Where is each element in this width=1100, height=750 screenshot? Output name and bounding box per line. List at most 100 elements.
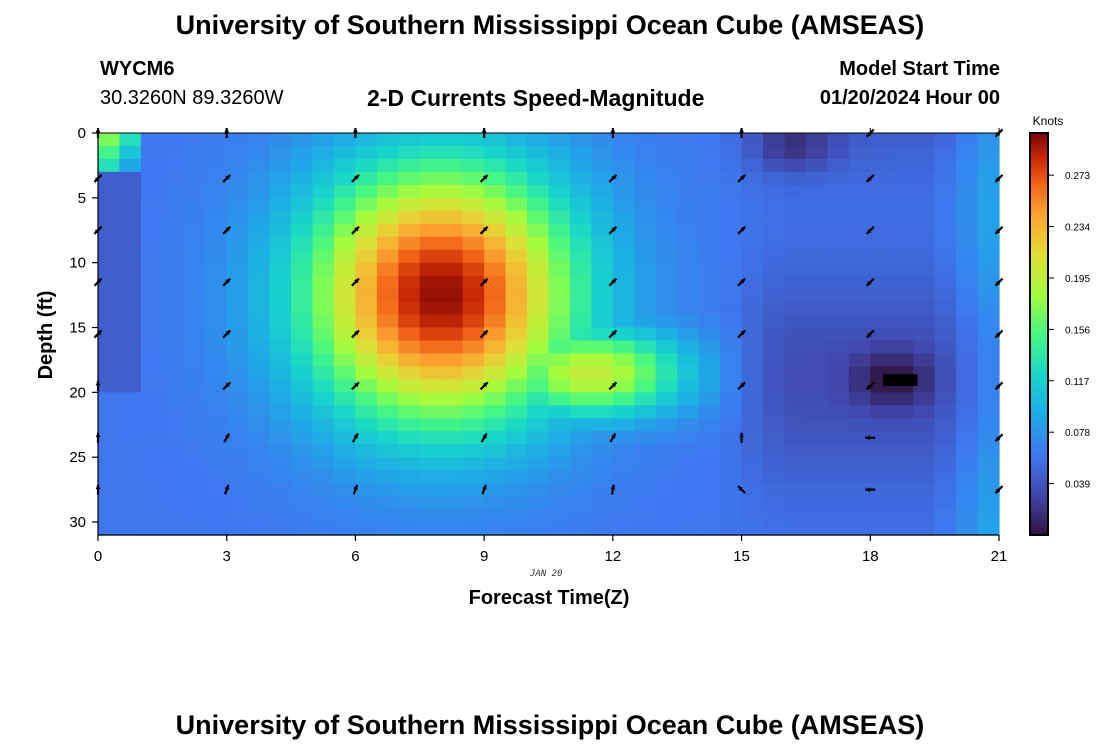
heatmap-cell [913,210,936,225]
heatmap-cell [805,249,828,264]
current-arrow [865,277,875,287]
current-arrow-head [740,330,746,336]
heatmap-cell [355,483,378,497]
heatmap-cell [805,158,828,173]
heatmap-cell [291,509,314,523]
colorbar-segment [1030,414,1048,419]
heatmap-cell [741,145,764,160]
heatmap-cell [98,483,121,497]
colorbar-segment [1030,387,1048,392]
heatmap-cell [162,483,185,497]
heatmap-cell [848,366,871,380]
heatmap-cell [505,496,528,510]
heatmap-cell [312,197,335,212]
colorbar-segment [1030,451,1048,456]
heatmap-cell [763,444,786,458]
colorbar-segment [1030,380,1048,385]
heatmap-cell [376,314,399,329]
colorbar-segment [1030,424,1048,429]
heatmap-cell [655,249,678,264]
heatmap-cell [376,171,399,186]
heatmap-cell [698,431,721,445]
current-arrow [994,174,1004,183]
heatmap-cell [956,158,979,173]
current-arrow-head [995,332,1001,338]
heatmap-cell [677,223,700,238]
current-arrow-head [611,433,616,439]
heatmap-cell [913,431,936,445]
heatmap-cell [505,444,528,458]
heatmap-cell [763,392,786,406]
heatmap-cell [462,340,485,355]
heatmap-cell [441,405,464,419]
heatmap-cell [140,483,163,497]
colorbar-segment [1030,464,1048,469]
heatmap-cell [419,275,442,290]
heatmap-cell [763,431,786,445]
heatmap-cell [612,249,635,264]
heatmap-cell [977,275,1000,290]
heatmap-cell [269,483,292,497]
heatmap-cell [913,444,936,458]
heatmap-cell [569,405,592,419]
heatmap-cell [527,418,550,432]
heatmap-cell [698,379,721,393]
heatmap-cell [934,262,957,277]
heatmap-cell [612,236,635,251]
heatmap-cell [591,470,614,484]
heatmap-cell [248,184,271,199]
heatmap-cell [763,470,786,484]
heatmap-cell [655,145,678,160]
heatmap-cell [462,457,485,471]
heatmap-cell [162,184,185,199]
heatmap-cell [548,379,571,393]
colorbar-segment [1030,367,1048,372]
heatmap-cell [398,522,421,536]
heatmap-cell [977,353,1000,368]
heatmap-cell [548,171,571,186]
colorbar-segment [1030,223,1048,228]
heatmap-cell [848,197,871,212]
heatmap-cell [226,431,249,445]
heatmap-cell [548,158,571,173]
heatmap-cell [655,262,678,277]
heatmap-cell [870,133,893,147]
heatmap-cell [784,353,807,368]
current-arrow-head [995,280,1001,286]
heatmap-cell [763,133,786,147]
heatmap-cell [355,327,378,342]
heatmap-cell [548,223,571,238]
heatmap-cell [784,133,807,147]
heatmap-cell [484,236,507,251]
colorbar-segment [1030,280,1048,285]
heatmap-cell [891,327,914,342]
colorbar-segment [1030,421,1048,426]
heatmap-cell [226,197,249,212]
heatmap-cell [827,301,850,316]
y-tick-label: 10 [69,255,86,272]
colorbar-segment [1030,528,1048,533]
heatmap-cell [119,496,142,510]
heatmap-cell [913,275,936,290]
heatmap-cell [741,275,764,290]
heatmap-cell [140,275,163,290]
heatmap-cell [205,184,228,199]
page-title: University of Southern Mississippi Ocean… [175,10,925,40]
colorbar-segment [1030,441,1048,446]
heatmap-cell [441,457,464,471]
heatmap-cell [720,288,743,303]
current-arrow [737,225,746,235]
heatmap-cell [891,522,914,536]
colorbar-segment [1030,494,1048,499]
heatmap-cell [763,314,786,329]
heatmap-cell [934,496,957,510]
colorbar-segment [1030,344,1048,348]
colorbar-segment [1030,303,1048,308]
colorbar-segment [1030,457,1048,462]
heatmap-cell [569,379,592,393]
colorbar-segment [1030,213,1048,218]
colorbar-segment [1030,263,1048,268]
heatmap-cell [312,483,335,497]
heatmap-cell [720,275,743,290]
